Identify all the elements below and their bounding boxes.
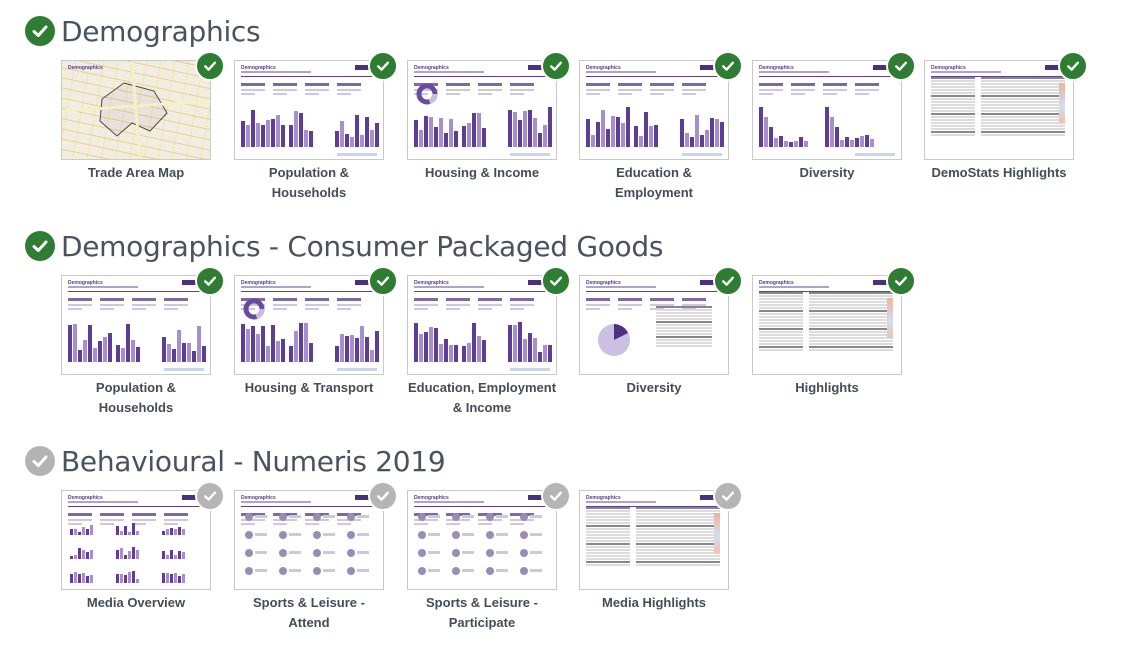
card-check-icon[interactable] (713, 266, 743, 296)
report-thumbnail[interactable]: Demographics (407, 275, 557, 375)
report-thumbnail[interactable]: Demographics (61, 60, 211, 160)
card-check-icon[interactable] (1058, 51, 1088, 81)
report-card[interactable]: Demographics Education, Employment & Inc… (407, 266, 571, 418)
section-header[interactable]: Demographics - Consumer Packaged Goods (25, 229, 664, 263)
thumb-title: Demographics (586, 280, 621, 286)
section-title: Demographics - Consumer Packaged Goods (61, 229, 664, 263)
section-header[interactable]: Demographics (25, 14, 261, 48)
report-thumbnail[interactable]: Demographics (234, 490, 384, 590)
report-card-label: Media Overview (86, 595, 186, 610)
card-check-icon[interactable] (886, 51, 916, 81)
report-thumbnail[interactable]: Demographics (234, 60, 384, 160)
report-card[interactable]: Demographics Media Overview (61, 481, 225, 613)
card-check-icon[interactable] (886, 266, 916, 296)
report-card[interactable]: Demographics DemoStats Highlights (924, 51, 1088, 183)
report-card[interactable]: Demographics Population & Households (61, 266, 225, 418)
thumb-title: Demographics (414, 280, 449, 286)
report-thumbnail[interactable]: Demographics (579, 60, 729, 160)
report-card-label: Education, Employment & Income (407, 380, 557, 415)
card-check-icon[interactable] (195, 266, 225, 296)
card-check-icon[interactable] (368, 481, 398, 511)
report-thumbnail[interactable]: Demographics (752, 60, 902, 160)
report-card[interactable]: Demographics Education & Employment (579, 51, 743, 203)
thumb-title: Demographics (586, 65, 621, 71)
thumb-title: Demographics (586, 495, 621, 501)
section-check-icon[interactable] (25, 446, 55, 476)
report-card-label: Education & Employment (614, 165, 693, 200)
card-check-icon[interactable] (368, 266, 398, 296)
card-check-icon[interactable] (195, 481, 225, 511)
thumb-title: Demographics (241, 65, 276, 71)
report-card-label: Housing & Income (424, 165, 540, 180)
report-thumbnail[interactable]: Demographics (61, 275, 211, 375)
report-thumbnail[interactable]: Demographics (407, 60, 557, 160)
report-card[interactable]: Demographics Trade Area Map (61, 51, 225, 183)
section-check-icon[interactable] (25, 16, 55, 46)
thumb-title: Demographics (759, 280, 794, 286)
report-card[interactable]: Demographics Housing & Transport (234, 266, 398, 398)
report-thumbnail[interactable]: Demographics (234, 275, 384, 375)
report-card[interactable]: Demographics Media Highlights (579, 481, 743, 613)
thumb-title: Demographics (68, 65, 103, 71)
report-card-label: Sports & Leisure - Attend (253, 595, 365, 630)
report-card-label: Highlights (795, 380, 859, 395)
section-title: Demographics (61, 14, 261, 48)
report-card[interactable]: Demographics Diversity (752, 51, 916, 183)
report-thumbnail[interactable]: Demographics (752, 275, 902, 375)
report-card-label: Trade Area Map (87, 165, 185, 180)
report-card[interactable]: Demographics Diversity (579, 266, 743, 398)
card-check-icon[interactable] (713, 51, 743, 81)
thumb-title: Demographics (759, 65, 794, 71)
thumb-title: Demographics (414, 65, 449, 71)
thumb-title: Demographics (241, 495, 276, 501)
thumb-title: Demographics (931, 65, 966, 71)
card-check-icon[interactable] (541, 481, 571, 511)
report-card-label: Population & Households (95, 380, 177, 415)
report-card[interactable]: Demographics Sports & Leisure - Particip… (407, 481, 571, 633)
section-check-icon[interactable] (25, 231, 55, 261)
report-thumbnail[interactable]: Demographics (579, 275, 729, 375)
report-card-label: Diversity (626, 380, 682, 395)
report-card-label: Media Highlights (602, 595, 706, 610)
report-card-label: DemoStats Highlights (931, 165, 1067, 180)
thumb-title: Demographics (68, 280, 103, 286)
report-card-label: Population & Households (268, 165, 350, 200)
report-card-label: Diversity (799, 165, 855, 180)
report-card[interactable]: Demographics Housing & Income (407, 51, 571, 183)
section-title: Behavioural - Numeris 2019 (61, 444, 446, 478)
card-check-icon[interactable] (541, 266, 571, 296)
card-check-icon[interactable] (368, 51, 398, 81)
card-check-icon[interactable] (541, 51, 571, 81)
report-card[interactable]: Demographics Sports & Leisure - Attend (234, 481, 398, 633)
report-thumbnail[interactable]: Demographics (924, 60, 1074, 160)
thumb-title: Demographics (414, 495, 449, 501)
report-card-label: Housing & Transport (244, 380, 374, 395)
thumb-title: Demographics (241, 280, 276, 286)
report-card[interactable]: Demographics Population & Households (234, 51, 398, 203)
card-check-icon[interactable] (713, 481, 743, 511)
report-thumbnail[interactable]: Demographics (61, 490, 211, 590)
report-thumbnail[interactable]: Demographics (407, 490, 557, 590)
section-header[interactable]: Behavioural - Numeris 2019 (25, 444, 446, 478)
report-card-label: Sports & Leisure - Participate (426, 595, 538, 630)
report-card[interactable]: Demographics Highlights (752, 266, 916, 398)
thumb-title: Demographics (68, 495, 103, 501)
report-thumbnail[interactable]: Demographics (579, 490, 729, 590)
card-check-icon[interactable] (195, 51, 225, 81)
